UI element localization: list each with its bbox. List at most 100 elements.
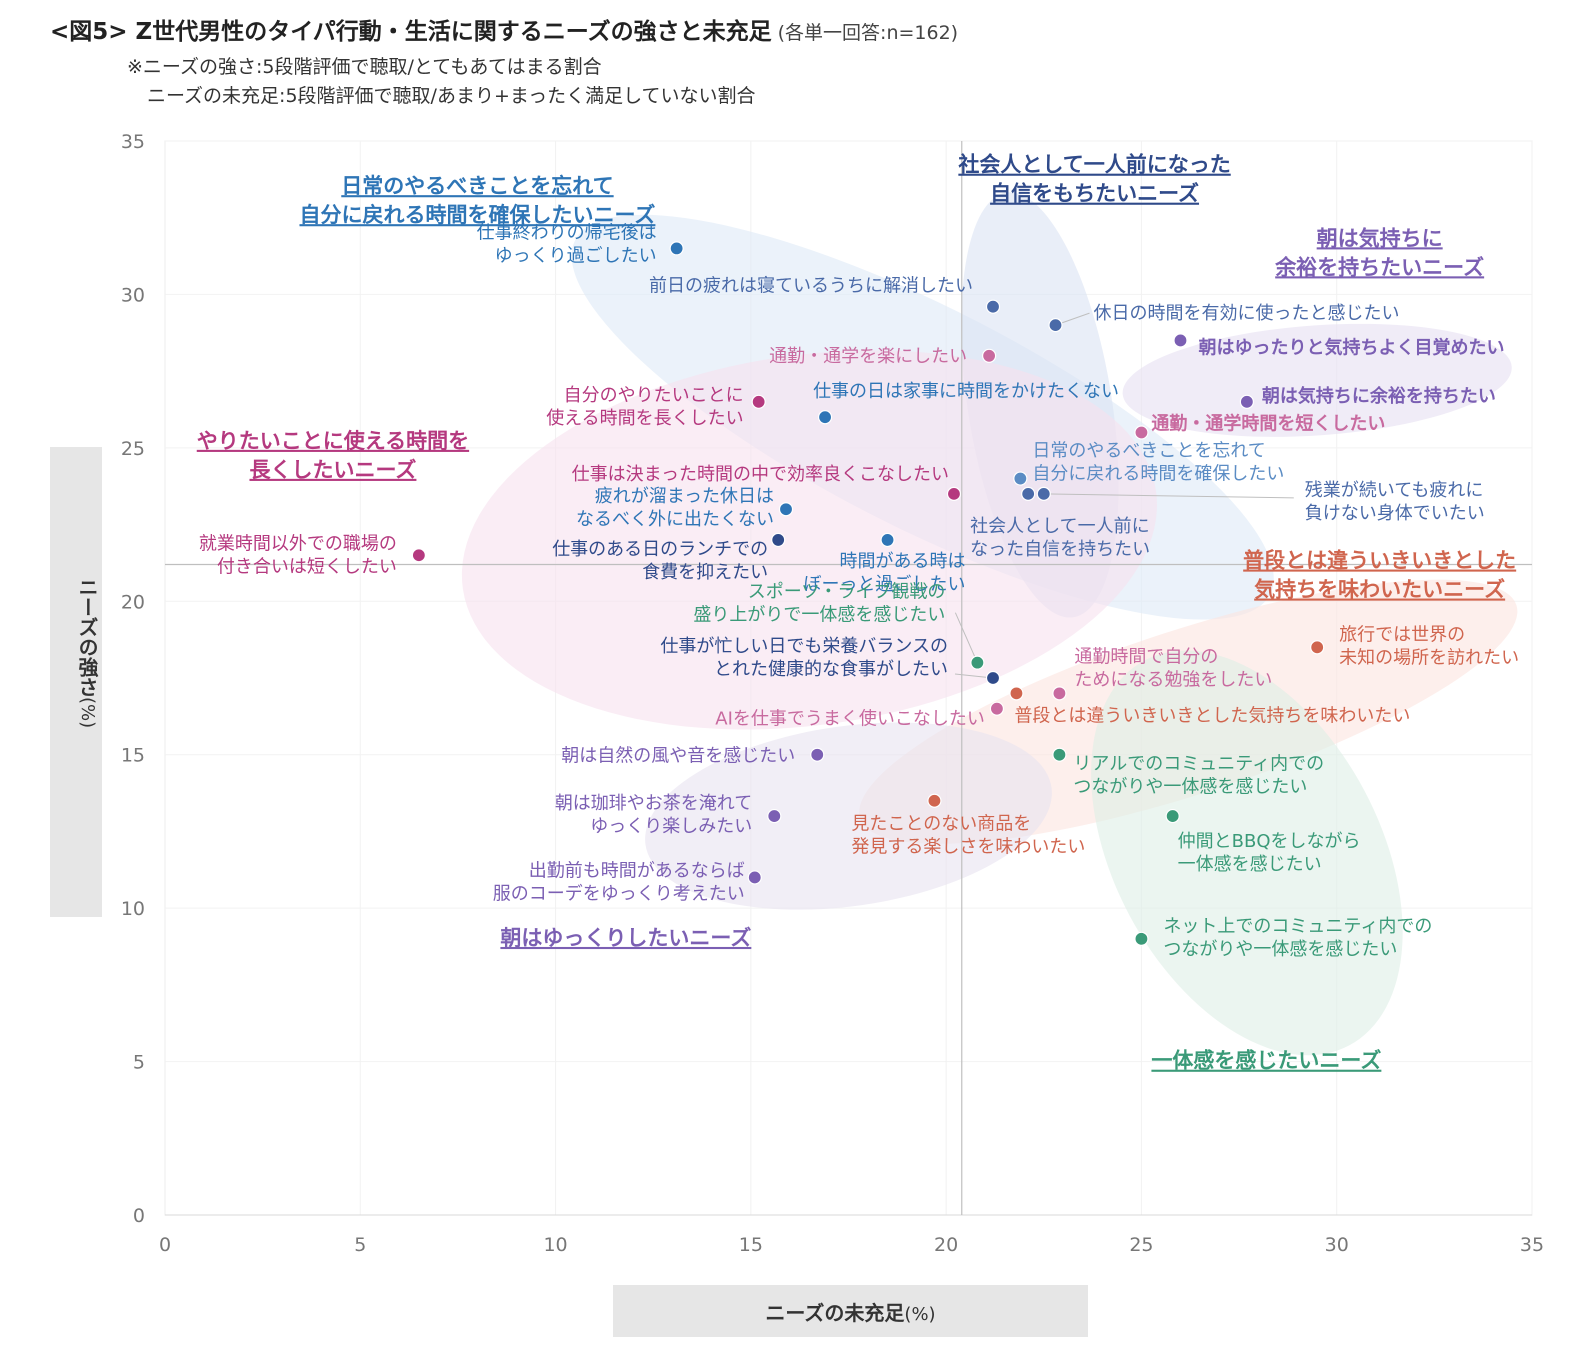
- point-label: 仕事は決まった時間の中で効率良くこなしたい: [572, 464, 949, 485]
- y-tick-label: 0: [133, 1205, 145, 1227]
- x-tick-label: 5: [354, 1234, 366, 1256]
- point-label: 残業が続いても疲れに負けない身体でいたい: [1305, 480, 1485, 524]
- data-point: [1048, 318, 1063, 333]
- point-label: 見たことのない商品を発見する楽しさを味わいたい: [851, 814, 1085, 858]
- y-axis-label: ニーズの強さ(%): [50, 577, 102, 728]
- point-label: 仕事終わりの帰宅後はゆっくり過ごしたい: [477, 222, 657, 266]
- point-label: 旅行では世界の未知の場所を訪れたい: [1339, 624, 1519, 668]
- point-label: 通勤時間で自分のためになる勉強をしたい: [1074, 646, 1272, 690]
- x-tick-label: 15: [739, 1234, 763, 1256]
- y-tick-label: 15: [121, 745, 145, 767]
- point-label: 通勤・通学を楽にしたい: [769, 346, 967, 367]
- group-ellipse-g_asa_yukkuri: [645, 722, 1052, 910]
- sample-note: (各単一回答:n=162): [777, 22, 959, 44]
- point-label: 朝はゆったりと気持ちよく目覚めたい: [1198, 336, 1504, 358]
- point-label: 自分のやりたいことに使える時間を長くしたい: [546, 385, 743, 429]
- point-label: 休日の時間を有効に使ったと感じたい: [1094, 303, 1400, 324]
- y-tick-label: 20: [121, 591, 145, 613]
- x-axis-label: ニーズの未充足(%): [613, 1297, 1088, 1326]
- data-point: [810, 747, 825, 762]
- subtitle-strength-definition: ※ニーズの強さ:5段階評価で聴取/とてもあてはまる割合: [127, 56, 602, 78]
- point-label: ネット上でのコミュニティ内でのつながりや一体感を感じたい: [1163, 916, 1432, 960]
- group-label-g_jikan: 日常のやるべきことを忘れて自分に戻れる時間を確保したいニーズ: [299, 174, 655, 227]
- point-label: 仕事の日は家事に時間をかけたくない: [813, 381, 1119, 402]
- point-label: 前日の疲れは寝ているうちに解消したい: [649, 276, 973, 297]
- point-label: 朝は気持ちに余裕を持ちたい: [1262, 385, 1496, 407]
- data-point: [767, 808, 782, 824]
- subtitle-unmet-definition: ニーズの未充足:5段階評価で聴取/あまり+まったく満足していない割合: [147, 85, 756, 107]
- group-ellipse-g_yaritai: [461, 350, 1157, 730]
- point-label: 普段とは違ういきいきとした気持ちを味わいたい: [1014, 705, 1410, 726]
- data-point: [411, 548, 426, 563]
- group-label-g_asa_yoyu: 朝は気持ちに余裕を持ちたいニーズ: [1274, 226, 1484, 279]
- data-point: [985, 299, 1001, 314]
- x-tick-label: 25: [1129, 1234, 1153, 1256]
- point-label: リアルでのコミュニティ内でのつながりや一体感を感じたい: [1073, 754, 1324, 798]
- point-label: スポーツ・ライブ観戦の盛り上がりで一体感を感じたい: [693, 581, 945, 626]
- data-point: [1009, 686, 1024, 701]
- y-tick-label: 10: [121, 898, 145, 920]
- point-label: 仕事が忙しい日でも栄養バランスのとれた健康的な食事がしたい: [660, 636, 948, 680]
- group-label-g_yaritai: やりたいことに使える時間を長くしたいニーズ: [197, 429, 469, 482]
- chart-title: <図5> Z世代男性のタイパ行動・生活に関するニーズの強さと未充足: [50, 19, 772, 45]
- chart-title-row: <図5> Z世代男性のタイパ行動・生活に関するニーズの強さと未充足 (各単一回答:…: [50, 12, 958, 46]
- data-point: [1134, 425, 1149, 440]
- leader-line: [1043, 493, 1294, 499]
- data-point: [970, 655, 985, 670]
- point-label: 朝は珈琲やお茶を淹れてゆっくり楽しみたい: [555, 793, 752, 837]
- data-point: [1239, 394, 1254, 409]
- point-label: 日常のやるべきことを忘れて自分に戻れる時間を確保したい: [1032, 441, 1284, 485]
- y-tick-label: 30: [121, 284, 145, 306]
- group-ellipse-g_ittai: [1091, 650, 1403, 1056]
- y-axis-label-box: ニーズの強さ(%): [50, 447, 102, 917]
- point-label: 疲れが溜まった休日はなるべく外に出たくない: [576, 486, 774, 530]
- data-point: [669, 241, 684, 256]
- data-point: [1052, 747, 1067, 762]
- x-tick-label: 0: [159, 1234, 171, 1256]
- data-point: [1052, 686, 1067, 701]
- y-tick-label: 5: [133, 1052, 145, 1074]
- data-point: [982, 348, 997, 363]
- point-label: 時間がある時はぼーっと過ごしたい: [804, 551, 966, 595]
- group-label-g_ikiiki: 普段とは違ういきいきとした気持ちを味わいたいニーズ: [1243, 549, 1516, 602]
- data-point: [1013, 471, 1028, 486]
- point-label: 出勤前も時間があるならば服のコーデをゆっくり考えたい: [493, 860, 745, 904]
- x-tick-label: 35: [1520, 1234, 1544, 1256]
- point-label: 社会人として一人前になった自信を持ちたい: [970, 516, 1150, 560]
- data-point: [880, 532, 895, 548]
- point-label: 就業時間以外での職場の付き合いは短くしたい: [199, 533, 397, 577]
- group-label-g_asa_yukkuri: 朝はゆっくりしたいニーズ: [500, 926, 751, 950]
- group-ellipses: [461, 192, 1518, 1056]
- x-axis-label-text: ニーズの未充足: [765, 1301, 905, 1325]
- group-label-g_shakai: 社会人として一人前になった自信をもちたいニーズ: [957, 153, 1230, 206]
- x-axis-label-box: ニーズの未充足(%): [613, 1285, 1088, 1337]
- data-point: [985, 670, 1001, 686]
- data-point: [817, 410, 833, 425]
- data-point: [946, 486, 962, 501]
- x-tick-label: 10: [543, 1234, 567, 1256]
- data-point: [1134, 931, 1149, 946]
- point-label: 通勤・通学時間を短くしたい: [1151, 413, 1385, 435]
- group-label-g_ittai: 一体感を感じたいニーズ: [1151, 1049, 1381, 1073]
- data-point: [1310, 640, 1325, 655]
- x-axis-unit: (%): [904, 1304, 936, 1325]
- data-point: [927, 793, 942, 808]
- data-point: [1173, 333, 1188, 348]
- data-point: [778, 502, 794, 517]
- x-tick-label: 30: [1325, 1234, 1349, 1256]
- data-point: [747, 870, 762, 885]
- data-point: [1021, 486, 1036, 501]
- y-tick-label: 35: [121, 131, 145, 153]
- point-label: 仕事のある日のランチでの食費を抑えたい: [552, 539, 768, 583]
- data-point: [1036, 486, 1051, 501]
- point-label: 朝は自然の風や音を感じたい: [561, 746, 795, 767]
- point-label: 仲間とBBQをしながら一体感を感じたい: [1178, 831, 1361, 875]
- data-point: [751, 394, 766, 409]
- x-tick-label: 20: [934, 1234, 958, 1256]
- y-axis-label-text: ニーズの強さ: [75, 577, 99, 697]
- point-label: AIを仕事でうまく使いこなしたい: [715, 709, 985, 730]
- group-ellipse-g_asa_yoyu: [1122, 323, 1512, 437]
- y-tick-label: 25: [121, 438, 145, 460]
- data-point: [771, 532, 786, 548]
